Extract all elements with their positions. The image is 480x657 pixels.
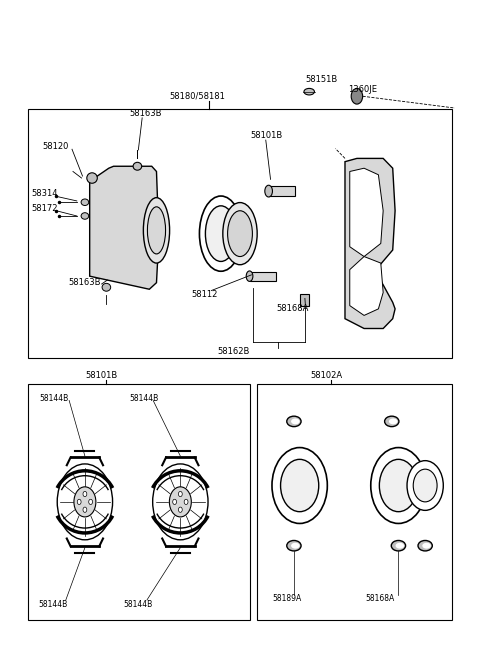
Text: 58180/58181: 58180/58181 bbox=[170, 92, 226, 101]
Ellipse shape bbox=[396, 543, 404, 549]
Ellipse shape bbox=[422, 543, 431, 549]
Bar bbox=[28, 384, 250, 620]
Circle shape bbox=[169, 487, 192, 517]
Ellipse shape bbox=[418, 541, 432, 551]
Text: 58163B: 58163B bbox=[68, 278, 101, 286]
Ellipse shape bbox=[205, 206, 237, 261]
Circle shape bbox=[413, 469, 437, 502]
Text: 58172: 58172 bbox=[31, 204, 58, 214]
Ellipse shape bbox=[81, 213, 89, 219]
Ellipse shape bbox=[147, 207, 166, 254]
Bar bbox=[257, 384, 452, 620]
Text: 58102A: 58102A bbox=[311, 371, 343, 380]
Text: 58144B: 58144B bbox=[129, 394, 158, 403]
Ellipse shape bbox=[304, 89, 314, 95]
Ellipse shape bbox=[265, 185, 273, 197]
Polygon shape bbox=[345, 158, 395, 328]
Circle shape bbox=[83, 507, 87, 512]
Ellipse shape bbox=[228, 211, 252, 256]
Circle shape bbox=[77, 499, 81, 505]
Circle shape bbox=[407, 461, 444, 510]
Ellipse shape bbox=[391, 541, 406, 551]
Circle shape bbox=[281, 459, 319, 512]
Bar bbox=[250, 271, 276, 281]
Ellipse shape bbox=[199, 196, 242, 271]
Text: 58168A: 58168A bbox=[276, 304, 309, 313]
Ellipse shape bbox=[389, 419, 397, 424]
Circle shape bbox=[371, 447, 426, 524]
Polygon shape bbox=[90, 166, 159, 289]
Circle shape bbox=[89, 499, 93, 505]
Ellipse shape bbox=[144, 198, 169, 263]
Ellipse shape bbox=[246, 271, 253, 281]
Text: 58101B: 58101B bbox=[251, 131, 283, 140]
Text: 58101B: 58101B bbox=[85, 371, 117, 380]
Text: 58163B: 58163B bbox=[129, 109, 162, 118]
Circle shape bbox=[272, 447, 327, 524]
Ellipse shape bbox=[291, 543, 300, 549]
Circle shape bbox=[379, 459, 418, 512]
Circle shape bbox=[57, 464, 113, 540]
Bar bbox=[28, 109, 452, 358]
Circle shape bbox=[74, 487, 96, 517]
Ellipse shape bbox=[133, 162, 142, 170]
Circle shape bbox=[351, 89, 363, 104]
Text: 58144B: 58144B bbox=[38, 599, 68, 608]
Text: 58120: 58120 bbox=[42, 141, 68, 150]
Circle shape bbox=[173, 499, 177, 505]
Text: 58112: 58112 bbox=[192, 290, 218, 299]
Text: 58162B: 58162B bbox=[217, 347, 250, 356]
Ellipse shape bbox=[384, 416, 399, 426]
Text: 58189A: 58189A bbox=[273, 595, 302, 603]
Circle shape bbox=[184, 499, 188, 505]
Bar bbox=[269, 186, 295, 196]
Text: 58144B: 58144B bbox=[123, 599, 152, 608]
Ellipse shape bbox=[287, 416, 301, 426]
Circle shape bbox=[153, 464, 208, 540]
Text: 58314: 58314 bbox=[31, 189, 58, 198]
Polygon shape bbox=[350, 168, 383, 256]
Text: 58151B: 58151B bbox=[305, 76, 337, 85]
Ellipse shape bbox=[81, 199, 89, 206]
Text: 58168A: 58168A bbox=[365, 595, 394, 603]
Ellipse shape bbox=[87, 173, 97, 183]
Ellipse shape bbox=[287, 541, 301, 551]
Circle shape bbox=[179, 507, 182, 512]
Ellipse shape bbox=[291, 419, 300, 424]
Text: 58144B: 58144B bbox=[39, 394, 69, 403]
Text: 1360JE: 1360JE bbox=[348, 85, 377, 95]
Ellipse shape bbox=[102, 283, 111, 291]
Circle shape bbox=[179, 491, 182, 497]
Polygon shape bbox=[350, 256, 383, 315]
Circle shape bbox=[83, 491, 87, 497]
Ellipse shape bbox=[223, 202, 257, 265]
Bar bbox=[300, 294, 309, 306]
